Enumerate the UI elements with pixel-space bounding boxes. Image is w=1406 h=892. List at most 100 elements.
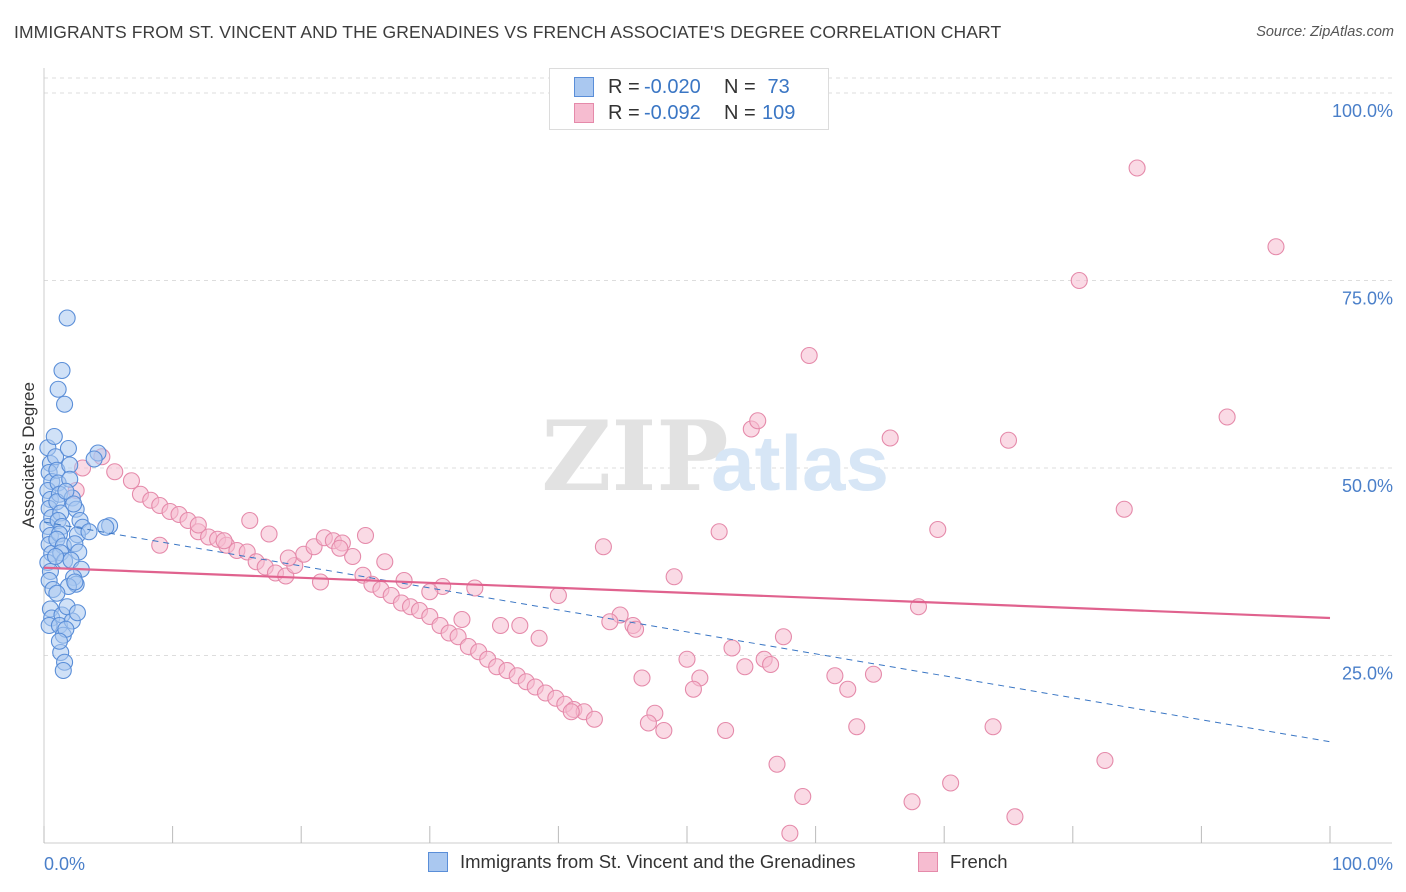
immigrants-point bbox=[58, 309, 76, 327]
french-point bbox=[639, 714, 657, 732]
french-point bbox=[736, 658, 754, 676]
immigrants-point bbox=[45, 427, 63, 446]
trend-lines bbox=[43, 521, 1331, 743]
french-point bbox=[421, 583, 439, 601]
immigrants-point bbox=[66, 573, 84, 591]
french-point bbox=[601, 613, 619, 631]
french-point bbox=[999, 431, 1018, 449]
french-point bbox=[311, 573, 330, 591]
french-point bbox=[122, 472, 140, 490]
r-label: R = bbox=[608, 75, 640, 98]
y-tick-label: 50.0% bbox=[1342, 476, 1393, 496]
immigrants-point bbox=[61, 456, 79, 474]
french-point bbox=[749, 412, 767, 430]
french-point bbox=[1006, 808, 1024, 826]
french-point bbox=[356, 526, 375, 545]
french-point bbox=[189, 516, 207, 534]
french-point bbox=[881, 429, 899, 447]
immigrants-point bbox=[68, 604, 86, 622]
watermark-zip: ZIP bbox=[541, 400, 728, 513]
x-tick-label: 0.0% bbox=[44, 854, 85, 874]
french-trend-line bbox=[43, 566, 1331, 620]
french-point bbox=[1096, 751, 1114, 770]
french-point bbox=[826, 667, 844, 685]
french-point bbox=[665, 568, 683, 586]
series-legend: Immigrants from St. Vincent and the Gren… bbox=[0, 851, 1406, 877]
n-label: N = bbox=[724, 75, 756, 98]
immigrants-point bbox=[50, 632, 68, 650]
r-value: -0.020 bbox=[644, 75, 701, 98]
y-tick-labels: 25.0% 50.0% 75.0% 100.0% bbox=[1332, 101, 1393, 684]
legend-item-french[interactable]: French bbox=[918, 851, 1008, 873]
blue-swatch bbox=[574, 77, 594, 97]
french-point bbox=[151, 536, 169, 554]
y-tick-label: 25.0% bbox=[1342, 664, 1393, 684]
french-point bbox=[864, 665, 883, 683]
legend-item-immigrants[interactable]: Immigrants from St. Vincent and the Gren… bbox=[428, 851, 856, 873]
stats-row-pink: R = -0.092 N = 109 bbox=[574, 100, 795, 126]
french-point bbox=[655, 721, 673, 740]
french-point bbox=[678, 650, 696, 668]
french-point bbox=[684, 680, 702, 698]
immigrants-trend-line bbox=[43, 521, 1331, 743]
watermark-atlas: atlas bbox=[711, 419, 889, 507]
french-point bbox=[241, 511, 259, 530]
french-point bbox=[511, 616, 529, 635]
immigrants-point bbox=[48, 584, 66, 602]
n-label: N = bbox=[724, 101, 756, 124]
n-value: 73 bbox=[762, 75, 790, 98]
immigrants-point bbox=[53, 361, 71, 380]
french-point bbox=[331, 539, 349, 557]
svg-immigrants-points bbox=[39, 309, 119, 680]
immigrants-point bbox=[56, 395, 74, 413]
french-point bbox=[1267, 238, 1285, 256]
french-point bbox=[717, 721, 735, 740]
immigrants-point bbox=[47, 547, 65, 566]
immigrants-point bbox=[49, 380, 67, 398]
french-point bbox=[491, 616, 510, 635]
n-value: 109 bbox=[762, 101, 796, 124]
source-label: Source: ZipAtlas.com bbox=[1256, 24, 1394, 40]
x-tick-label: 100.0% bbox=[1332, 854, 1393, 874]
immigrants-point bbox=[54, 661, 72, 680]
french-point bbox=[1128, 159, 1146, 177]
french-point bbox=[466, 579, 484, 597]
french-point bbox=[942, 774, 960, 792]
french-point bbox=[376, 553, 394, 571]
immigrants-point bbox=[97, 518, 115, 536]
french-point bbox=[1115, 500, 1133, 518]
french-point bbox=[562, 703, 580, 721]
immigrants-point bbox=[57, 482, 75, 500]
stats-legend: R = -0.020 N = 73 R = -0.092 N = 109 bbox=[549, 68, 829, 130]
immigrants-point bbox=[80, 523, 98, 541]
blue-swatch bbox=[428, 852, 448, 872]
y-tick-label: 75.0% bbox=[1342, 289, 1393, 309]
legend-label: Immigrants from St. Vincent and the Gren… bbox=[460, 851, 856, 872]
gridlines bbox=[44, 77, 1392, 656]
french-point bbox=[762, 655, 780, 674]
stats-row-blue: R = -0.020 N = 73 bbox=[574, 74, 790, 100]
french-point bbox=[453, 610, 471, 629]
r-label: R = bbox=[608, 101, 640, 124]
chart-title: IMMIGRANTS FROM ST. VINCENT AND THE GREN… bbox=[14, 22, 1002, 42]
french-point bbox=[800, 346, 818, 365]
french-point bbox=[1218, 408, 1236, 426]
french-point bbox=[794, 787, 812, 806]
french-point bbox=[549, 586, 567, 605]
french-point bbox=[1070, 271, 1088, 290]
french-point bbox=[633, 669, 651, 687]
immigrants-point bbox=[65, 495, 83, 513]
french-point bbox=[627, 620, 645, 638]
pink-swatch bbox=[918, 852, 938, 872]
y-axis-label: Associate's Degree bbox=[19, 382, 38, 528]
french-point bbox=[710, 523, 728, 541]
french-point bbox=[929, 520, 947, 539]
french-point bbox=[781, 824, 799, 842]
x-tick-labels: 0.0% 100.0% bbox=[44, 854, 1393, 874]
y-tick-label: 100.0% bbox=[1332, 101, 1393, 121]
french-point bbox=[260, 525, 278, 543]
r-value: -0.092 bbox=[644, 101, 701, 124]
immigrants-point bbox=[59, 439, 77, 458]
french-point bbox=[839, 680, 857, 698]
